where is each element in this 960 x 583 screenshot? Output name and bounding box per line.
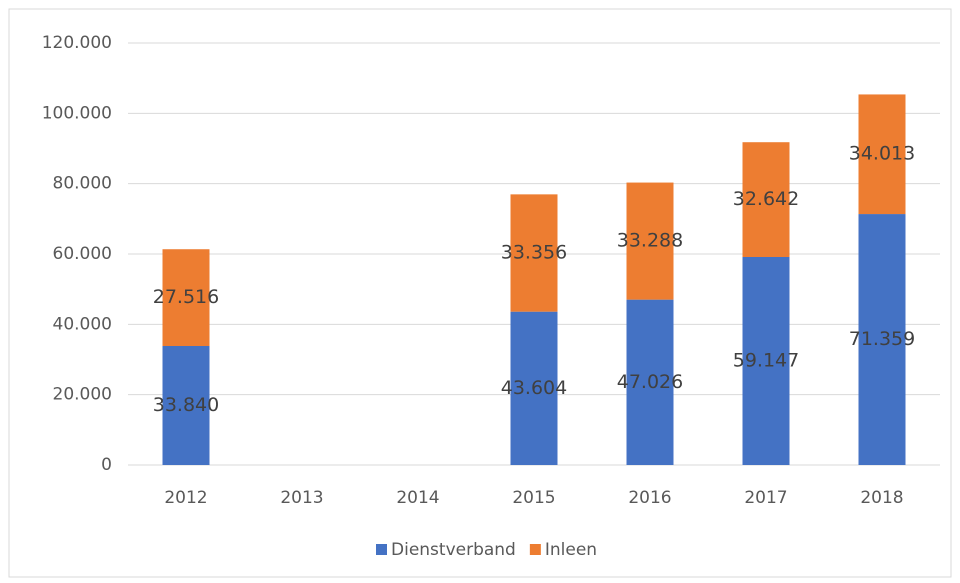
- x-tick-label: 2014: [396, 488, 439, 508]
- y-tick-label: 0: [101, 455, 112, 475]
- data-label: 32.642: [733, 188, 799, 210]
- data-label: 33.288: [617, 230, 683, 252]
- data-label: 33.840: [153, 394, 219, 416]
- y-tick-label: 20.000: [53, 385, 112, 405]
- bar-segment: [162, 249, 210, 346]
- data-label: 34.013: [849, 143, 915, 165]
- legend-label: Inleen: [545, 540, 597, 560]
- bar-segment: [626, 299, 674, 465]
- data-label: 43.604: [501, 377, 567, 399]
- y-tick-label: 80.000: [53, 174, 112, 194]
- x-tick-label: 2015: [512, 488, 555, 508]
- bar-segment: [742, 256, 790, 465]
- x-tick-label: 2018: [860, 488, 903, 508]
- y-tick-label: 100.000: [42, 103, 112, 123]
- y-tick-label: 60.000: [53, 244, 112, 264]
- data-label: 27.516: [153, 286, 219, 308]
- legend-swatch: [529, 544, 541, 555]
- y-tick-label: 120.000: [42, 33, 112, 53]
- data-label: 47.026: [617, 371, 683, 393]
- x-tick-label: 2012: [164, 488, 207, 508]
- bar-segment: [162, 345, 210, 465]
- chart-frame: [8, 8, 952, 578]
- bar-segment: [858, 94, 906, 215]
- bar-segment: [510, 194, 558, 312]
- bar-segment: [510, 311, 558, 465]
- data-label: 71.359: [849, 328, 915, 350]
- bar-segment: [742, 142, 790, 257]
- data-label: 59.147: [733, 349, 799, 371]
- bar-segment: [858, 214, 906, 465]
- x-tick-label: 2013: [280, 488, 323, 508]
- data-label: 33.356: [501, 242, 567, 264]
- legend-swatch: [376, 544, 387, 555]
- y-tick-label: 40.000: [53, 314, 112, 334]
- bar-segment: [626, 182, 674, 300]
- x-tick-label: 2017: [744, 488, 787, 508]
- legend-label: Dienstverband: [391, 540, 516, 560]
- x-tick-label: 2016: [628, 488, 671, 508]
